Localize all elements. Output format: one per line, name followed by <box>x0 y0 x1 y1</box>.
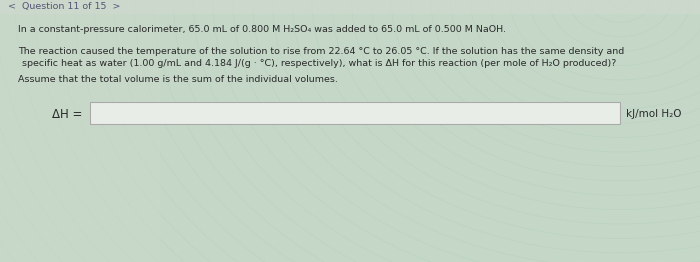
Text: ΔH =: ΔH = <box>52 107 83 121</box>
FancyBboxPatch shape <box>0 0 700 14</box>
Text: kJ/mol H₂O: kJ/mol H₂O <box>626 109 682 119</box>
Text: The reaction caused the temperature of the solution to rise from 22.64 °C to 26.: The reaction caused the temperature of t… <box>18 47 624 57</box>
FancyBboxPatch shape <box>90 102 620 124</box>
Text: specific heat as water (1.00 g/mL and 4.184 J/(g · °C), respectively), what is Δ: specific heat as water (1.00 g/mL and 4.… <box>22 59 617 68</box>
Text: In a constant-pressure calorimeter, 65.0 mL of 0.800 M H₂SO₄ was added to 65.0 m: In a constant-pressure calorimeter, 65.0… <box>18 25 506 35</box>
FancyBboxPatch shape <box>0 0 160 262</box>
Text: Assume that the total volume is the sum of the individual volumes.: Assume that the total volume is the sum … <box>18 74 338 84</box>
Text: <  Question 11 of 15  >: < Question 11 of 15 > <box>8 3 120 12</box>
